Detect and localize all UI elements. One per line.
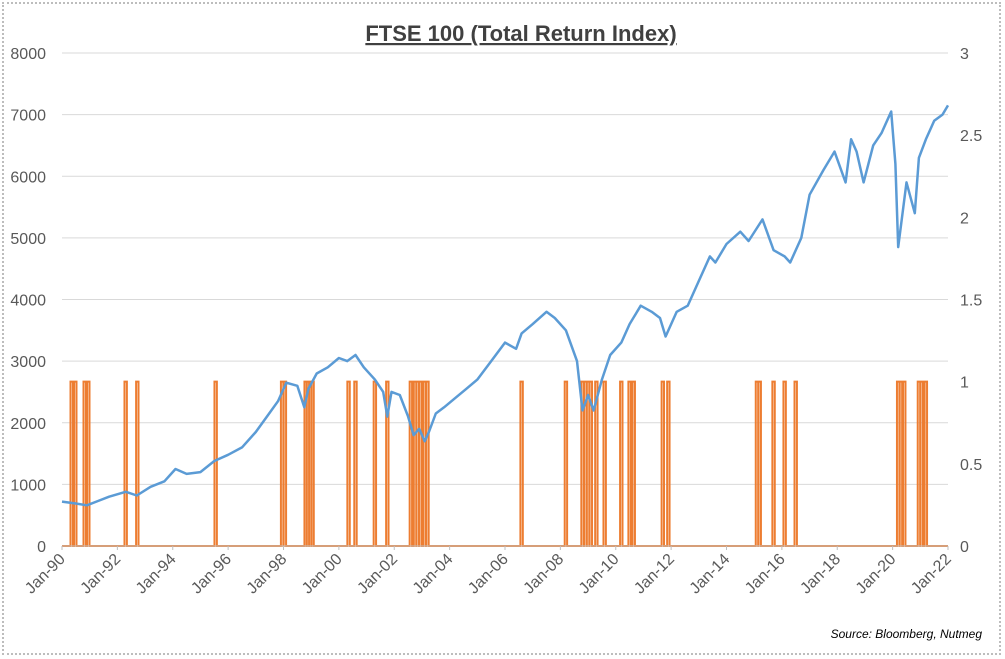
x-tick-label: Jan-02 xyxy=(354,551,401,598)
x-tick-label: Jan-06 xyxy=(465,551,512,598)
x-tick-label: Jan-16 xyxy=(742,551,789,598)
x-axis-ticks: Jan-90 Jan-92 Jan-94 Jan-96 Jan-98 Jan-00 Jan-… xyxy=(22,546,955,597)
x-tick-label: Jan-00 xyxy=(299,551,346,598)
left-tick-label: 1000 xyxy=(10,477,46,494)
x-tick-label: Jan-14 xyxy=(687,551,734,598)
x-tick-label: Jan-22 xyxy=(908,551,955,598)
signal-line xyxy=(62,380,948,547)
right-tick-label: 2 xyxy=(960,210,969,227)
x-tick-label: Jan-98 xyxy=(244,551,291,598)
index-line xyxy=(61,104,950,507)
right-tick-label: 1 xyxy=(960,375,969,392)
right-tick-label: 0 xyxy=(960,539,969,556)
right-tick-label: 0.5 xyxy=(960,457,982,474)
left-tick-label: 2000 xyxy=(10,416,46,433)
source-note: Source: Bloomberg, Nutmeg xyxy=(831,627,983,641)
right-axis-ticks: 0 0.5 1 1.5 2 2.5 3 xyxy=(960,46,982,556)
gridlines xyxy=(62,52,948,485)
left-tick-label: 4000 xyxy=(10,293,46,310)
left-tick-label: 5000 xyxy=(10,231,46,248)
left-tick-label: 7000 xyxy=(10,108,46,125)
x-tick-label: Jan-08 xyxy=(521,551,568,598)
x-tick-label: Jan-96 xyxy=(188,551,235,598)
index-series xyxy=(61,104,950,507)
left-tick-label: 3000 xyxy=(10,354,46,371)
left-tick-label: 0 xyxy=(37,539,46,556)
x-tick-label: Jan-10 xyxy=(576,551,623,598)
chart-title: FTSE 100 (Total Return Index) xyxy=(365,21,676,46)
x-tick-label: Jan-12 xyxy=(631,551,678,598)
left-tick-label: 8000 xyxy=(10,46,46,63)
x-tick-label: Jan-92 xyxy=(78,551,125,598)
right-tick-label: 3 xyxy=(960,46,969,63)
left-tick-label: 6000 xyxy=(10,169,46,186)
x-tick-label: Jan-20 xyxy=(853,551,900,598)
left-axis-ticks: 0 1000 2000 3000 4000 5000 6000 7000 8000 xyxy=(10,46,46,556)
x-tick-label: Jan-04 xyxy=(410,551,457,598)
x-tick-label: Jan-18 xyxy=(797,551,844,598)
signal-series xyxy=(62,380,948,547)
right-tick-label: 1.5 xyxy=(960,293,982,310)
x-tick-label: Jan-94 xyxy=(133,551,180,598)
right-tick-label: 2.5 xyxy=(960,128,982,145)
x-tick-label: Jan-90 xyxy=(22,551,69,598)
